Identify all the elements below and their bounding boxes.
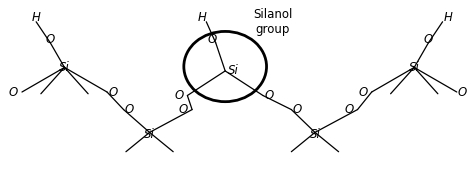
Text: H: H	[32, 11, 41, 24]
Text: Si: Si	[310, 128, 320, 141]
Text: O: O	[108, 85, 118, 99]
Text: H: H	[198, 11, 207, 24]
Text: Si: Si	[228, 64, 239, 78]
Text: Si: Si	[144, 128, 155, 141]
Text: O: O	[207, 33, 217, 46]
Text: O: O	[458, 85, 467, 99]
Text: O: O	[9, 85, 18, 99]
Text: O: O	[345, 103, 354, 116]
Text: Si: Si	[59, 61, 70, 74]
Text: Si: Si	[409, 61, 419, 74]
Text: O: O	[174, 89, 183, 102]
Text: O: O	[46, 33, 55, 46]
Text: O: O	[358, 85, 368, 99]
Text: H: H	[444, 11, 453, 24]
Text: O: O	[264, 89, 273, 102]
Text: O: O	[125, 103, 134, 116]
Text: O: O	[424, 33, 433, 46]
Text: O: O	[179, 103, 188, 116]
Text: O: O	[292, 103, 301, 116]
Text: Silanol
group: Silanol group	[253, 8, 292, 36]
